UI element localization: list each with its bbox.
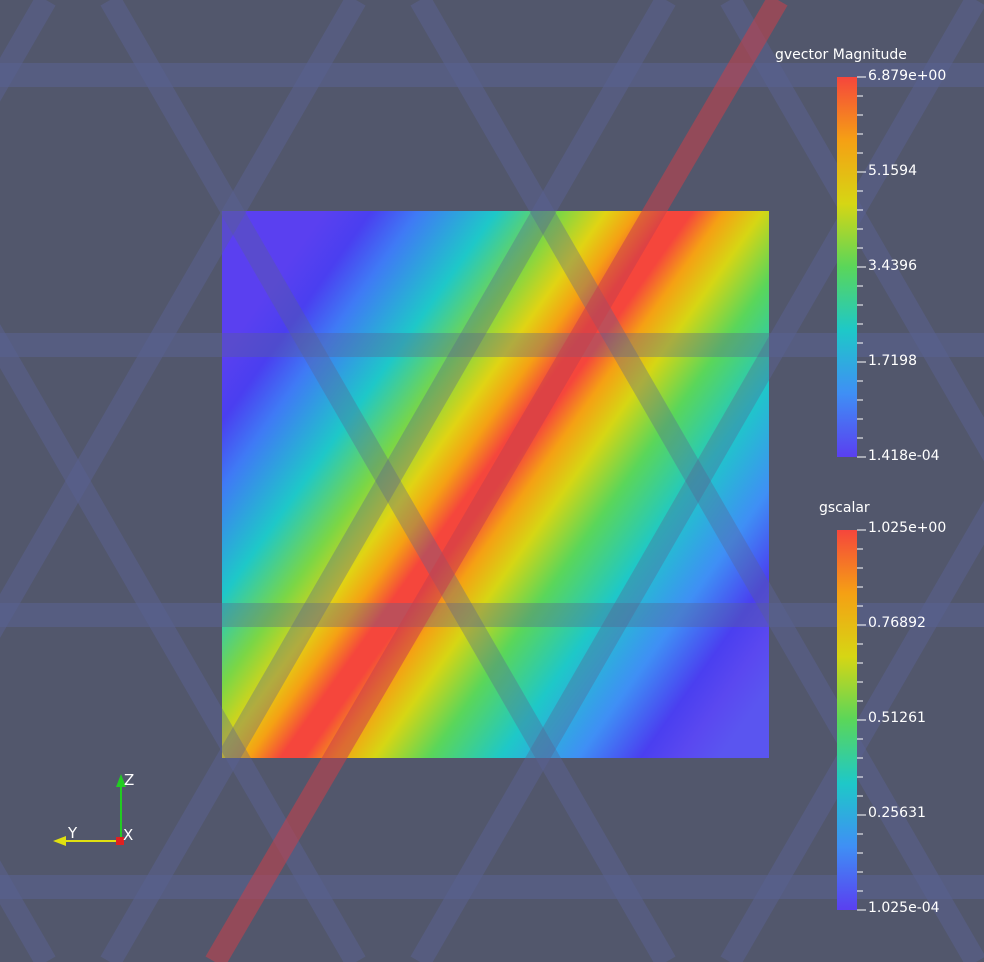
colorbar-gvector-max-label: 6.879e+00 [868,68,947,84]
lattice-overlay-group [222,211,561,758]
colorbar-gvector-tick-1: 5.1594 [868,163,917,179]
colorbar-gscalar-tick-1: 0.76892 [868,615,926,631]
lattice-overlay-group [0,0,46,962]
y-axis-label: Y [68,824,78,842]
lattice-overlay-group [525,211,769,758]
colorbar-gvector-title: gvector Magnitude [775,47,907,63]
colored-slice-plane[interactable] [222,211,769,758]
lattice-tube [720,0,984,462]
z-axis-arrow [116,774,126,787]
lattice-tube [720,500,984,962]
z-axis-label: Z [124,771,135,789]
lattice-tube [0,0,366,638]
colorbar-gscalar-ticks [857,529,866,911]
colorbar-gscalar-max-label: 1.025e+00 [868,520,947,536]
colorbar-gscalar-tick-3: 0.25631 [868,805,926,821]
lattice-tube [525,336,769,758]
colorbar-gscalar [837,529,866,911]
colorbar-gvector [837,76,866,458]
colorbar-gscalar-title: gscalar [819,500,870,516]
lattice-tube [222,211,557,758]
lattice-tube [529,211,769,626]
colorbar-gscalar-min-label: 1.025e-04 [868,900,940,916]
colorbar-gvector-tick-2: 3.4396 [868,258,917,274]
lattice-tube [0,860,56,962]
lattice-tube [222,211,561,758]
colorbar-gscalar-tick-2: 0.51261 [868,710,926,726]
colorbar-gvector-min-label: 1.418e-04 [868,448,940,464]
y-axis-arrow [53,836,66,846]
lattice-tube [0,0,46,962]
x-axis-marker [116,837,124,845]
x-axis-label: X [123,826,134,844]
red-tube [205,0,788,962]
colorbar-gvector-tick-3: 1.7198 [868,353,917,369]
lattice-tube [0,0,56,102]
colorbar-gvector-ticks [857,76,866,458]
colorbar-gvector-gradient [837,77,857,457]
orientation-axes [53,774,126,846]
colorbar-gscalar-gradient [837,530,857,910]
lattice-tube [0,0,46,962]
